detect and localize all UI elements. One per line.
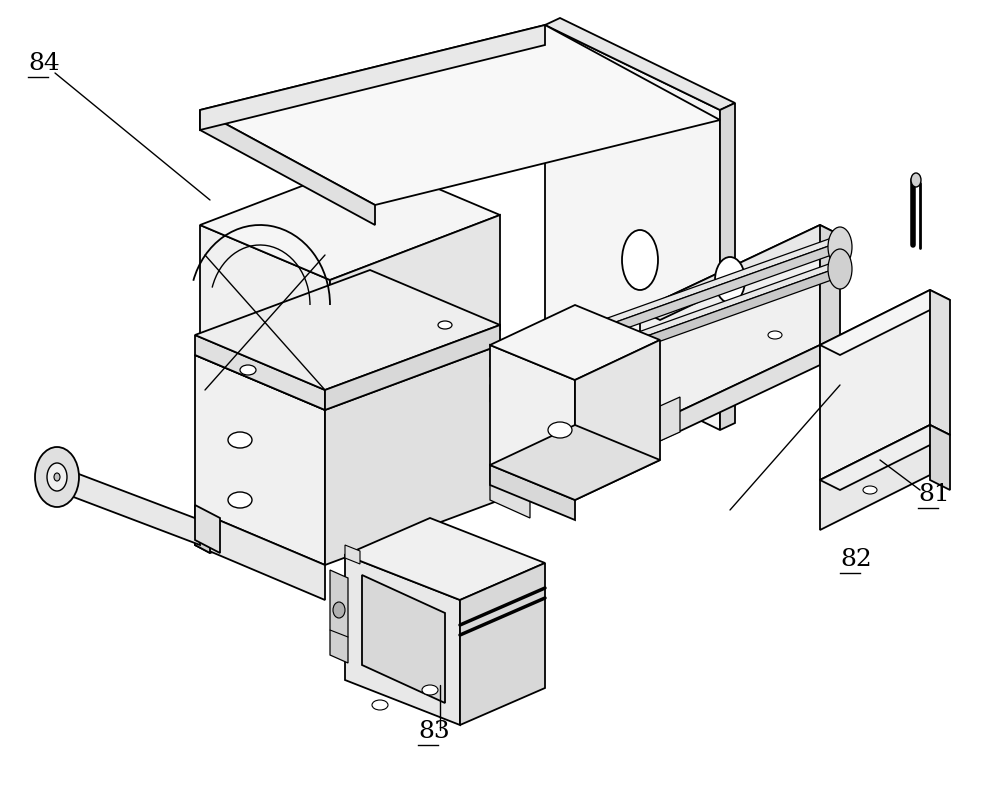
Ellipse shape — [863, 486, 877, 494]
Polygon shape — [820, 425, 950, 490]
Polygon shape — [820, 345, 840, 375]
Polygon shape — [55, 465, 200, 545]
Ellipse shape — [715, 257, 745, 303]
Ellipse shape — [911, 173, 921, 187]
Polygon shape — [200, 160, 500, 280]
Polygon shape — [490, 305, 660, 380]
Polygon shape — [200, 25, 545, 130]
Polygon shape — [575, 340, 660, 500]
Ellipse shape — [438, 321, 452, 329]
Polygon shape — [490, 267, 840, 402]
Polygon shape — [820, 225, 840, 355]
Polygon shape — [195, 355, 325, 565]
Ellipse shape — [54, 473, 60, 481]
Polygon shape — [640, 225, 840, 320]
Polygon shape — [490, 345, 575, 500]
Polygon shape — [330, 215, 500, 395]
Polygon shape — [325, 345, 500, 565]
Polygon shape — [720, 103, 735, 430]
Polygon shape — [195, 270, 500, 390]
Ellipse shape — [422, 685, 438, 695]
Ellipse shape — [35, 447, 79, 507]
Polygon shape — [490, 465, 575, 520]
Polygon shape — [330, 570, 348, 663]
Polygon shape — [200, 110, 375, 225]
Ellipse shape — [828, 227, 852, 267]
Ellipse shape — [228, 492, 252, 508]
Ellipse shape — [228, 432, 252, 448]
Ellipse shape — [372, 700, 388, 710]
Polygon shape — [362, 575, 445, 703]
Polygon shape — [195, 290, 500, 410]
Polygon shape — [640, 397, 680, 450]
Polygon shape — [460, 563, 545, 725]
Text: 83: 83 — [418, 720, 450, 743]
Polygon shape — [200, 25, 720, 205]
Polygon shape — [490, 425, 660, 500]
Text: 82: 82 — [840, 548, 872, 571]
Polygon shape — [195, 295, 835, 518]
Polygon shape — [545, 18, 735, 110]
Ellipse shape — [333, 602, 345, 618]
Ellipse shape — [828, 249, 852, 289]
Text: 84: 84 — [28, 52, 60, 75]
Polygon shape — [820, 295, 835, 338]
Polygon shape — [195, 330, 835, 553]
Polygon shape — [325, 325, 500, 410]
Polygon shape — [195, 335, 325, 410]
Polygon shape — [345, 545, 360, 564]
Ellipse shape — [240, 365, 256, 375]
Polygon shape — [930, 290, 950, 435]
Ellipse shape — [768, 331, 782, 339]
Polygon shape — [820, 290, 950, 355]
Polygon shape — [820, 425, 930, 530]
Polygon shape — [345, 555, 460, 725]
Ellipse shape — [47, 463, 67, 491]
Polygon shape — [195, 510, 210, 553]
Polygon shape — [640, 225, 820, 430]
Polygon shape — [490, 260, 840, 392]
Polygon shape — [195, 510, 325, 600]
Ellipse shape — [548, 422, 572, 438]
Polygon shape — [545, 25, 720, 430]
Polygon shape — [490, 465, 530, 518]
Ellipse shape — [622, 230, 658, 290]
Polygon shape — [200, 225, 330, 395]
Polygon shape — [820, 290, 930, 480]
Polygon shape — [345, 518, 545, 600]
Polygon shape — [930, 425, 950, 490]
Polygon shape — [490, 242, 840, 377]
Text: 81: 81 — [918, 483, 950, 506]
Polygon shape — [490, 235, 840, 367]
Polygon shape — [195, 505, 220, 553]
Polygon shape — [640, 345, 820, 450]
